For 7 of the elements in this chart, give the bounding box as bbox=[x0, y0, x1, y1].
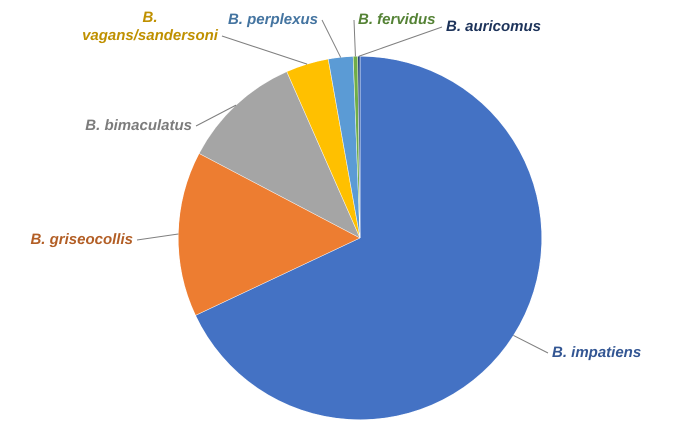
slice-label: B. griseocollis bbox=[30, 231, 133, 248]
slice-label: B. bimaculatus bbox=[85, 117, 192, 134]
slice-label: B. perplexus bbox=[228, 11, 318, 28]
slice-label: B. impatiens bbox=[552, 344, 642, 362]
slice-label: B. vagans/sandersoni bbox=[82, 9, 219, 44]
slice-label: B. fervidus bbox=[358, 11, 436, 28]
slice-label: B. auricomus bbox=[446, 18, 542, 36]
